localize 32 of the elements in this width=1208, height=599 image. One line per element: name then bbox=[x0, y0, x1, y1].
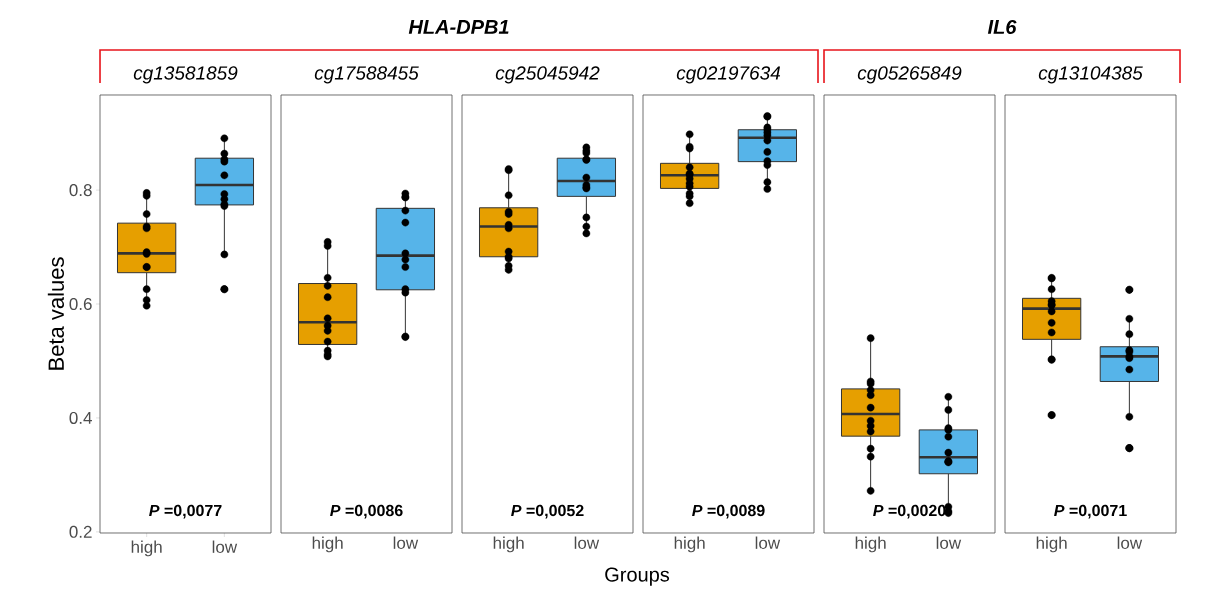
chart-title: cg25045942 bbox=[495, 66, 600, 84]
annotation: P =0,0089 bbox=[692, 504, 765, 519]
x-tick-label: high bbox=[674, 536, 705, 553]
y-tick-label: 0.2 bbox=[69, 525, 92, 538]
y-tick-label: 0.4 bbox=[69, 411, 92, 424]
x-tick-label: high bbox=[855, 536, 886, 553]
y-tick-label: 0.8 bbox=[69, 184, 92, 197]
chart-title: cg13104385 bbox=[1038, 66, 1143, 84]
x-tick-label: high bbox=[312, 536, 343, 553]
x-tick-label: low bbox=[755, 536, 781, 550]
y-axis-title: Beta values bbox=[47, 257, 64, 370]
annotation: P =0,0052 bbox=[511, 504, 584, 519]
x-tick-label: high bbox=[493, 536, 524, 553]
text: HLA-DPB1 bbox=[408, 20, 509, 34]
annotation: P =0,0071 bbox=[1054, 504, 1127, 519]
x-tick-label: low bbox=[936, 536, 962, 550]
annotation: P =0,0020 bbox=[873, 504, 946, 519]
x-tick-label: low bbox=[393, 536, 419, 550]
chart-title: cg05265849 bbox=[857, 66, 962, 84]
x-axis-title: Groups bbox=[605, 567, 670, 586]
chart-title: cg13581859 bbox=[133, 66, 238, 84]
x-tick-label: high bbox=[131, 540, 162, 557]
text: IL6 bbox=[987, 19, 1017, 35]
annotation: P =0,0077 bbox=[149, 504, 222, 519]
x-tick-label: high bbox=[1036, 536, 1067, 553]
y-tick-label: 0.6 bbox=[69, 298, 92, 311]
annotation: P =0,0086 bbox=[330, 504, 403, 519]
x-tick-label: low bbox=[574, 536, 600, 550]
chart-title: cg17588455 bbox=[314, 66, 419, 84]
chart-title: cg02197634 bbox=[676, 66, 781, 84]
x-tick-label: low bbox=[1117, 536, 1143, 550]
x-tick-label: low bbox=[212, 540, 238, 554]
